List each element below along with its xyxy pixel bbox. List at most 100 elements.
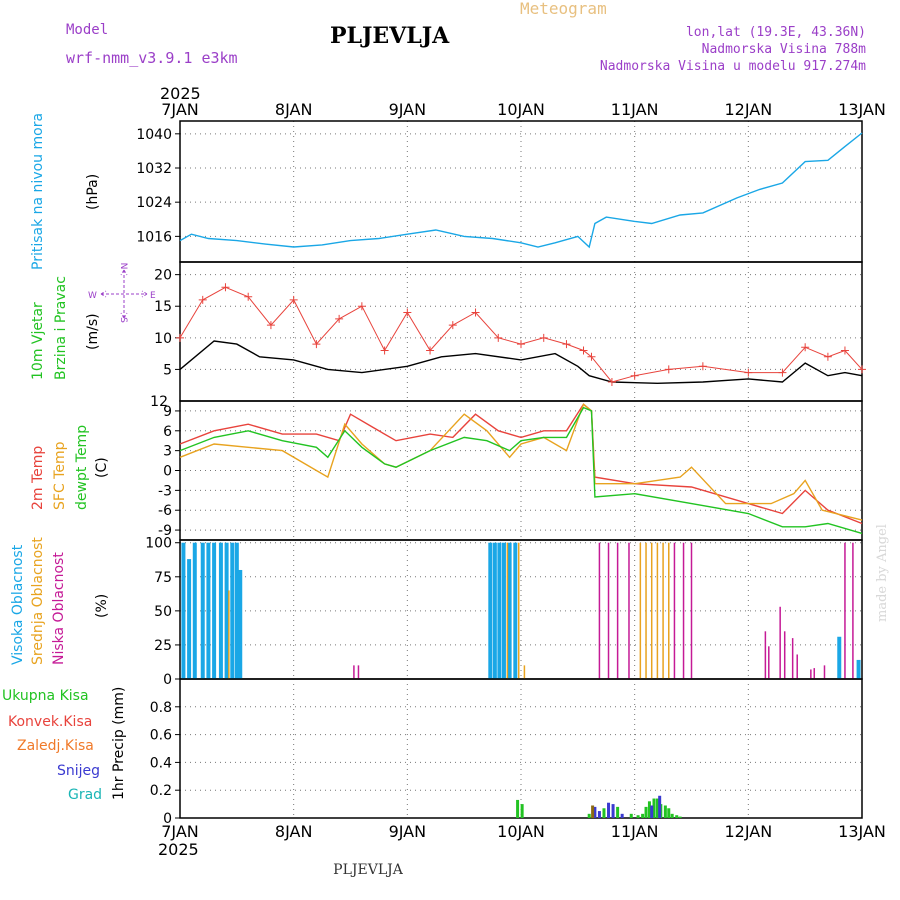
y-tick-label: 9 xyxy=(163,404,172,420)
bar-Visoka-Oblacnost xyxy=(238,569,243,679)
gust-marker xyxy=(471,308,480,317)
y-tick-label: 1032 xyxy=(136,161,172,177)
y-tick-label: 50 xyxy=(154,604,172,620)
gust-marker xyxy=(664,365,673,374)
time-axis-bottom: 7JAN 8JAN 9JAN 10JAN 11JAN 12JAN 13JAN xyxy=(161,822,886,841)
bar-Ukupna-Kisa xyxy=(675,815,679,818)
gust-marker xyxy=(858,365,866,374)
time-label-bottom-2: 9JAN xyxy=(389,822,427,841)
time-label-top-5: 12JAN xyxy=(724,100,772,119)
panel-temperature: -9 -6 -3 0 3 6 9 xyxy=(158,400,863,541)
credit-watermark: made by Angel xyxy=(875,524,890,622)
y-tick-label: 1024 xyxy=(136,195,172,211)
time-label-top-2: 9JAN xyxy=(389,100,427,119)
bar-Visoka-Oblacnost xyxy=(501,542,506,679)
series-line-pressure xyxy=(179,132,863,249)
bar-Niska-Oblacnost xyxy=(357,665,360,679)
gust-marker xyxy=(587,352,596,361)
bar-Visoka-Oblacnost xyxy=(200,542,205,679)
dewpt-label: dewpt Temp xyxy=(74,425,90,510)
time-axis-top: 7JAN 8JAN 9JAN 10JAN 11JAN 12JAN 13JAN xyxy=(161,100,886,119)
meteogram-label: Meteogram xyxy=(520,0,607,18)
gust-marker xyxy=(403,308,412,317)
time-label-bottom-3: 10JAN xyxy=(497,822,545,841)
bar-Niska-Oblacnost xyxy=(810,669,812,679)
gust-marker xyxy=(380,346,389,355)
bar-Ukupna-Kisa xyxy=(647,801,651,818)
wind-ylabels: 10m Vjetar Brzina i Pravac (m/s) N W E S xyxy=(30,263,156,380)
bar-Visoka-Oblacnost xyxy=(507,542,512,679)
temp2m-label: 2m Temp xyxy=(30,446,46,510)
series-line-SFC-Temp xyxy=(179,403,863,521)
model-elevation-info: Nadmorska Visina u modelu 917.274m xyxy=(600,59,866,74)
time-label-bottom-4: 11JAN xyxy=(611,822,659,841)
bar-Ukupna-Kisa xyxy=(636,815,640,818)
legend-zaledj-kisa: Zaledj.Kisa xyxy=(17,738,94,754)
y-tick-label: 75 xyxy=(154,570,172,586)
series-line-dewpt-Temp xyxy=(179,406,863,535)
bar-Niska-Oblacnost xyxy=(607,542,610,679)
y-tick-label: 0.8 xyxy=(150,700,172,716)
gust-marker xyxy=(335,314,344,323)
bar-Niska-Oblacnost xyxy=(791,638,794,679)
y-tick-label: 6 xyxy=(163,424,172,440)
time-label-top-0: 7JAN xyxy=(161,100,199,119)
y-tick-label: -6 xyxy=(158,503,172,519)
y-tick-label: 0 xyxy=(163,672,172,688)
bar-Niska-Oblacnost xyxy=(852,542,854,679)
bar-Ukupna-Kisa xyxy=(655,798,659,818)
pressure-label: Pritisak na nivou mora xyxy=(30,113,46,270)
bar-Niska-Oblacnost xyxy=(673,542,676,679)
bar-Ukupna-Kisa xyxy=(667,808,671,818)
bar-Niska-Oblacnost xyxy=(598,542,601,679)
gust-marker xyxy=(176,333,184,342)
panel-wind: 5 10 15 20 12 xyxy=(150,261,866,410)
y-tick-label: 0.2 xyxy=(150,783,172,799)
chart-panels: 1016 1024 1032 1040 5 10 15 20 12 -9 -6 -3 0 3 6 9 0 25 50… xyxy=(136,120,866,827)
precip-unit: 1hr Precip (mm) xyxy=(111,687,127,800)
y-tick-label: 3 xyxy=(163,444,172,460)
bar-Srednja-Oblacnost xyxy=(645,542,647,679)
station-title: PLJEVLJA xyxy=(330,23,450,49)
bar-Niska-Oblacnost xyxy=(823,665,826,679)
gust-marker xyxy=(312,340,321,349)
time-label-top-6: 13JAN xyxy=(838,100,886,119)
bar-Snijeg xyxy=(597,811,601,818)
bar-Niska-Oblacnost xyxy=(764,631,767,679)
bar-Srednja-Oblacnost xyxy=(662,542,664,679)
gust-marker xyxy=(562,340,571,349)
gust-marker xyxy=(517,340,525,349)
bar-Niska-Oblacnost xyxy=(353,665,355,679)
series-line-gust xyxy=(179,286,863,383)
y-tick-label: 12 xyxy=(150,394,168,410)
cloud-ylabels: Visoka Oblacnost Srednja Oblacnost Niska… xyxy=(10,537,110,665)
bar-Visoka-Oblacnost xyxy=(856,659,861,679)
bar-Srednja-Oblacnost xyxy=(523,665,526,679)
bar-Niska-Oblacnost xyxy=(616,542,619,679)
y-tick-label: 15 xyxy=(154,299,172,315)
series-line-mean-speed xyxy=(179,340,863,385)
high-cloud-label: Visoka Oblacnost xyxy=(10,544,26,665)
bar-Srednja-Oblacnost xyxy=(656,542,659,679)
bar-Visoka-Oblacnost xyxy=(224,542,229,679)
bar-Visoka-Oblacnost xyxy=(181,542,186,679)
bar-Srednja-Oblacnost xyxy=(668,542,670,679)
y-tick-label: 20 xyxy=(154,268,172,284)
bar-Ukupna-Kisa xyxy=(644,806,648,818)
bar-Visoka-Oblacnost xyxy=(497,542,502,679)
gust-marker xyxy=(244,292,253,301)
compass-e: E xyxy=(150,291,156,301)
footer-title: PLJEVLJA xyxy=(333,862,404,878)
pressure-unit: (hPa) xyxy=(85,174,101,210)
bar-Visoka-Oblacnost xyxy=(513,542,518,679)
bar-Niska-Oblacnost xyxy=(628,542,630,679)
y-tick-label: -9 xyxy=(158,523,172,539)
wind-label-2: Brzina i Pravac xyxy=(53,276,69,380)
bar-Zaledj-Kisa xyxy=(591,805,595,818)
bar-Snijeg xyxy=(650,805,654,818)
bar-Ukupna-Kisa xyxy=(663,805,667,818)
bar-Visoka-Oblacnost xyxy=(837,636,842,679)
panel-precipitation: 0 0.2 0.4 0.6 0.8 xyxy=(150,678,863,827)
gust-marker xyxy=(823,352,832,361)
gust-marker xyxy=(579,346,588,355)
